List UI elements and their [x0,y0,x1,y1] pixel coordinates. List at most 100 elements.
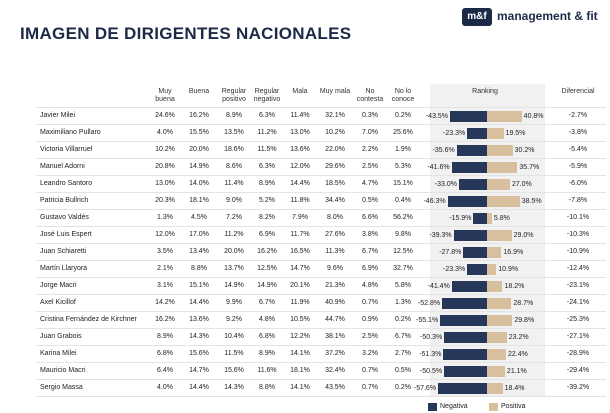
cell: 13.4% [189,248,209,255]
label-negativa: -57.6% [413,384,437,392]
bar-positiva [487,111,522,122]
cell: 14.1% [290,350,310,357]
cell: 11.3% [325,248,345,255]
cell: 8.9% [259,350,275,357]
brand: management & fit [497,9,598,23]
bar-negativa [447,196,487,207]
cell: 18.1% [189,197,209,204]
cell: 6.7% [395,333,411,340]
row-name: Jorge Macri [40,282,77,289]
cell: 6.7% [362,248,378,255]
cell: 14.7% [290,265,310,272]
cell: 4.0% [157,384,173,391]
cell: 27.6% [325,231,345,238]
cell: 18.5% [325,180,345,187]
cell: 10.5% [290,316,310,323]
cell: 3.8% [362,231,378,238]
label-negativa: -55.1% [415,316,439,324]
cell: 0.5% [362,197,378,204]
row-name: Maximiliano Pullaro [40,129,101,136]
cell: 1.3% [157,214,173,221]
cell: 5.8% [395,282,411,289]
cell: 4.8% [259,316,275,323]
cell: 34.4% [325,197,345,204]
cell: 6.9% [362,265,378,272]
cell: 15.1% [189,282,209,289]
cell: 8.2% [259,214,275,221]
cell: 15.6% [189,350,209,357]
label-negativa: -50.5% [419,367,443,375]
cell: 0.2% [395,316,411,323]
cell: 20.1% [290,282,310,289]
row-separator [36,158,606,159]
cell: 4.8% [362,282,378,289]
bar-negativa [456,145,487,156]
cell: 6.3% [259,163,275,170]
bar-positiva [487,179,510,190]
row-separator [36,328,606,329]
legend-swatch [489,403,498,411]
column-header: Muy buena [155,88,175,103]
cell: 32.1% [325,112,345,119]
cell: 13.5% [224,129,244,136]
cell: 17.0% [189,231,209,238]
label-positiva: 10.9% [498,265,519,273]
bar-negativa [453,230,487,241]
diferencial: -5.9% [568,163,588,170]
row-name: Karina Milei [40,350,77,357]
label-positiva: 18.4% [504,384,525,392]
cell: 9.6% [327,265,343,272]
row-name: Juan Schiaretti [40,248,87,255]
cell: 22.0% [325,146,345,153]
bar-positiva [487,298,512,309]
cell: 11.8% [290,197,310,204]
cell: 38.1% [325,333,345,340]
bar-positiva [487,230,512,241]
cell: 18.6% [224,146,244,153]
cell: 13.6% [189,316,209,323]
label-positiva: 23.2% [508,333,529,341]
cell: 4.0% [157,129,173,136]
cell: 0.2% [395,112,411,119]
cell: 10.2% [155,146,175,153]
cell: 0.3% [362,112,378,119]
label-negativa: -41.4% [427,282,450,290]
label-negativa: -33.0% [434,180,457,188]
cell: 11.7% [290,231,310,238]
cell: 2.5% [362,333,378,340]
row-separator [36,209,606,210]
cell: 11.2% [257,129,277,136]
logo: m&f [462,8,492,26]
cell: 6.9% [259,231,275,238]
cell: 16.2% [155,316,175,323]
column-header: Regular negativo [253,88,281,103]
row-separator [36,345,606,346]
diferencial: -10.3% [566,231,590,238]
diferencial: -28.9% [566,350,590,357]
cell: 7.9% [292,214,308,221]
diferencial: -10.9% [566,248,590,255]
cell: 0.2% [395,384,411,391]
cell: 0.7% [362,299,378,306]
cell: 0.5% [395,367,411,374]
diferencial: -7.8% [568,197,588,204]
bar-negativa [451,281,487,292]
cell: 12.0% [290,163,310,170]
row-separator [36,124,606,125]
cell: 3.1% [157,282,173,289]
cell: 0.7% [362,384,378,391]
row-name: Victoria Villarruel [40,146,93,153]
bar-negativa [444,332,487,343]
row-name: José Luis Espert [40,231,92,238]
label-negativa: -46.3% [423,197,446,205]
bar-positiva [487,383,503,394]
cell: 4.5% [191,214,207,221]
column-header: No lo conoce [391,88,415,103]
diferencial: -23.1% [566,282,590,289]
cell: 56.2% [393,214,413,221]
row-separator [36,192,606,193]
cell: 20.0% [189,146,209,153]
cell: 21.3% [325,282,345,289]
cell: 2.5% [362,163,378,170]
